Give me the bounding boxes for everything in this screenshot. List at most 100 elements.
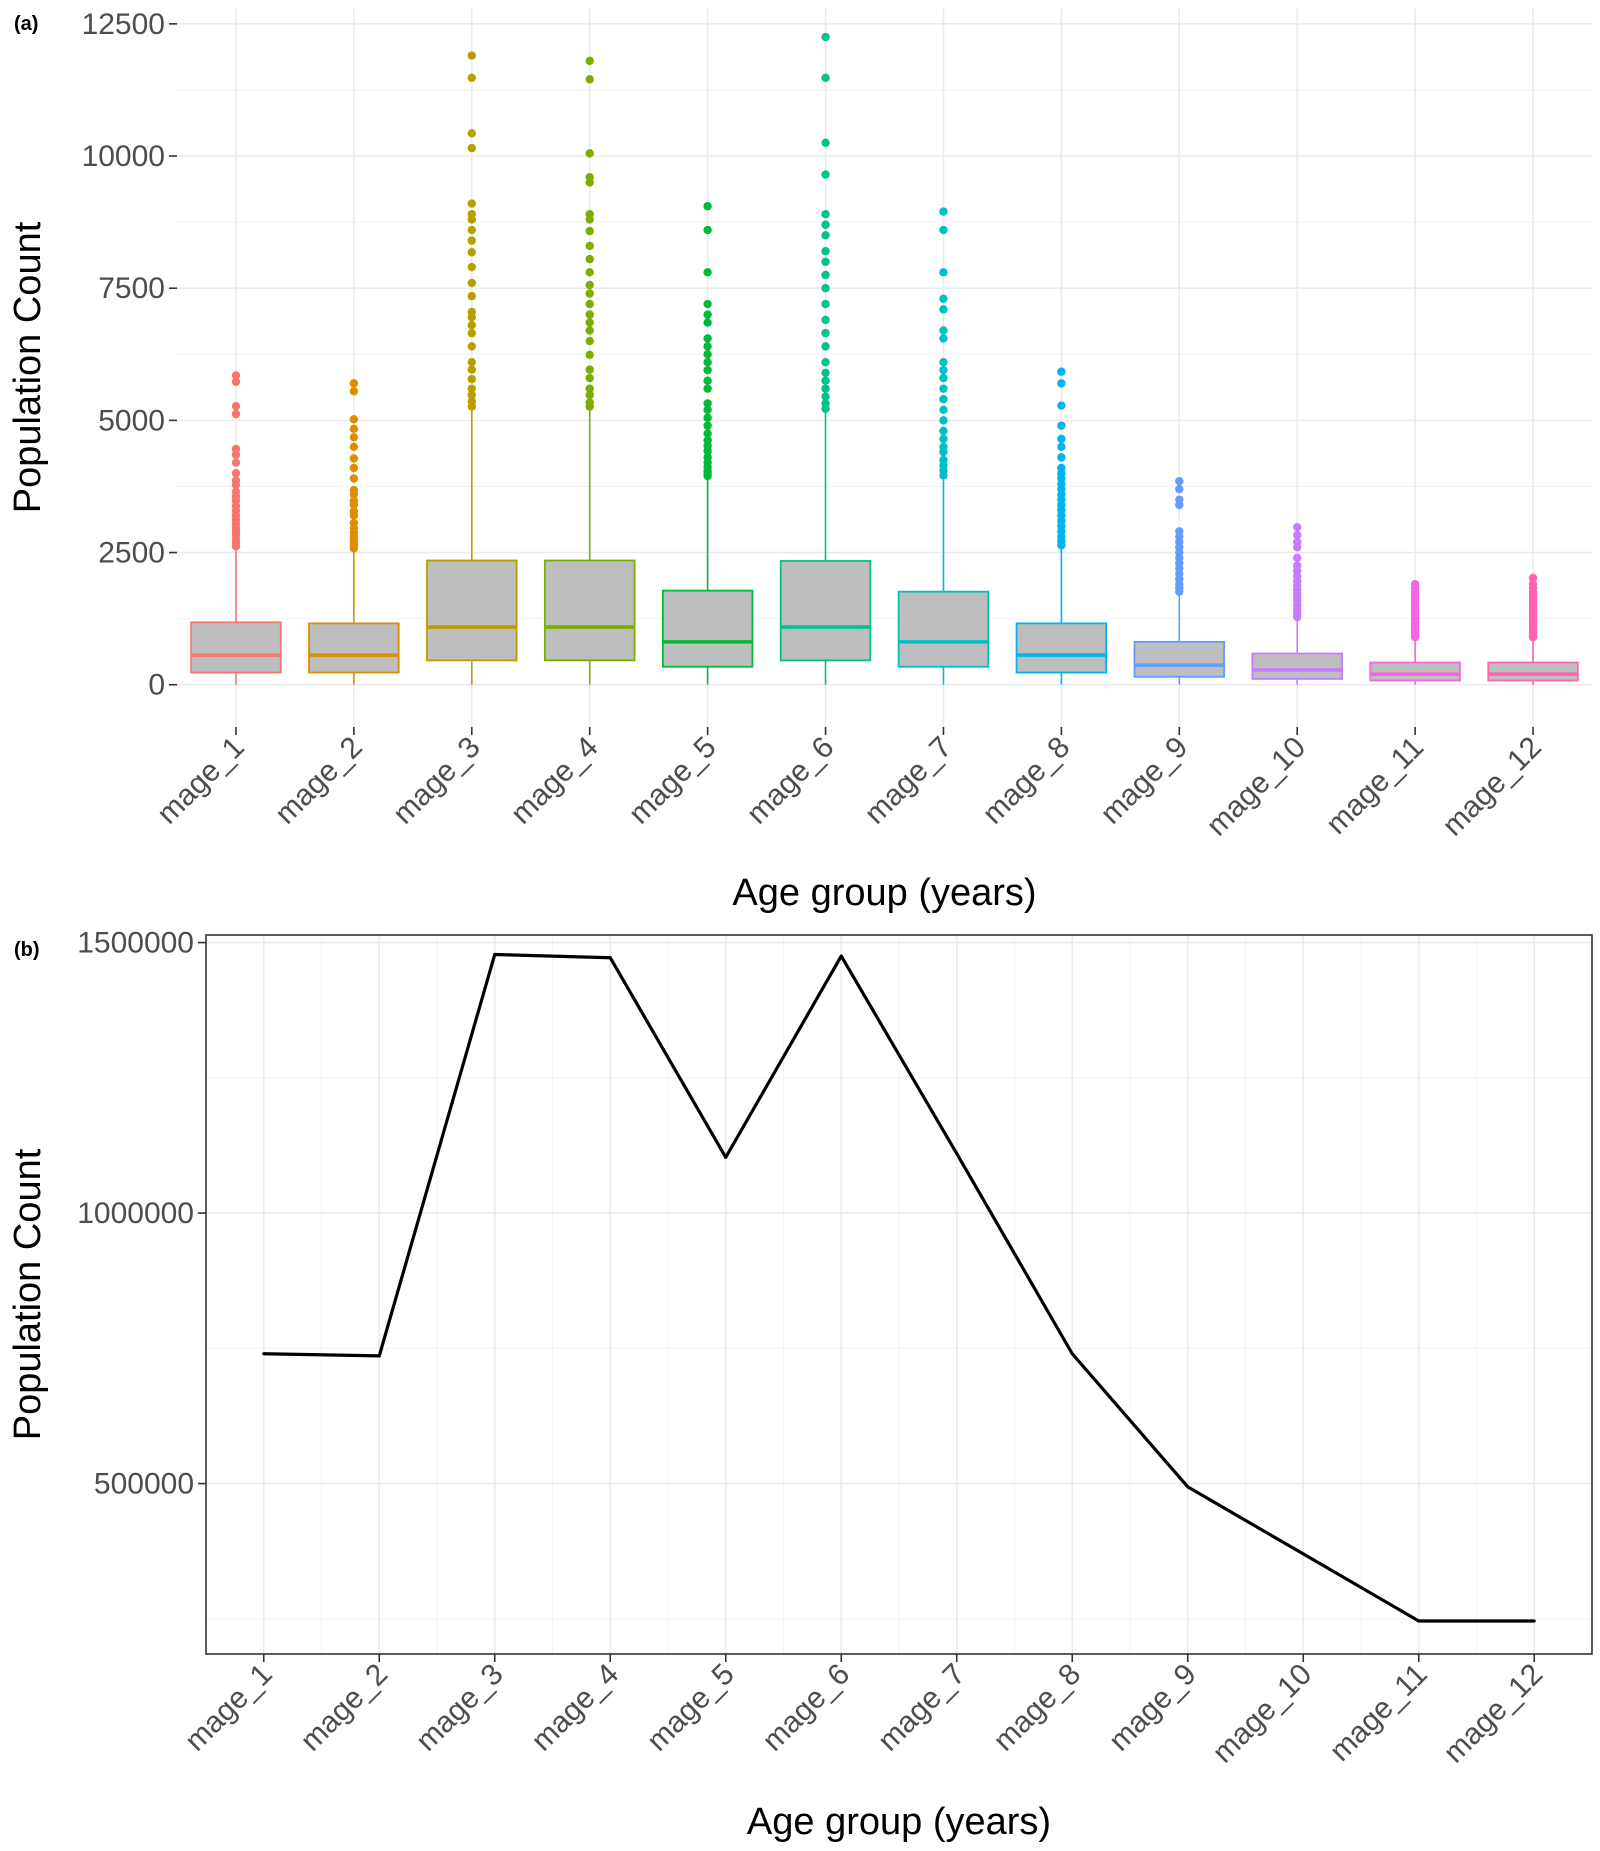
outlier-point [467, 384, 476, 393]
box-iqr [1015, 622, 1108, 674]
outlier-point [703, 376, 712, 385]
line-x-tick-label: mage_2 [294, 1658, 394, 1758]
boxplot-y-tick-label: 12500 [82, 8, 165, 41]
outlier-point [821, 257, 830, 266]
outlier-point [1175, 476, 1184, 486]
boxplot-x-axis-title: Age group (years) [732, 872, 1036, 914]
box-iqr [544, 559, 636, 662]
outlier-point [821, 342, 830, 351]
boxplot-x-tick-label: mage_11 [1320, 731, 1430, 841]
boxplot-x-tick-label: mage_7 [858, 731, 958, 831]
outlier-point [231, 371, 241, 380]
line-x-tick-label: mage_5 [641, 1658, 741, 1758]
boxplot-x-tick-label: mage_9 [1094, 731, 1194, 831]
outlier-point [467, 236, 476, 245]
outlier-point [585, 365, 594, 374]
box-mage_3 [426, 51, 518, 685]
outlier-point [585, 241, 594, 251]
boxplot-x-tick-label: mage_10 [1200, 731, 1312, 843]
line-data-point [1532, 1619, 1536, 1623]
outlier-point [703, 413, 712, 422]
outlier-point [467, 248, 476, 257]
boxplot-y-tick-label: 10000 [82, 140, 165, 173]
outlier-point [585, 336, 594, 346]
panel-b-tag: (b) [14, 939, 40, 961]
outlier-point [821, 283, 830, 293]
line-data-point [724, 1155, 728, 1159]
outlier-point [703, 310, 712, 319]
box-iqr [1369, 661, 1461, 682]
boxplot-boxes [190, 32, 1579, 685]
box-mage_7 [897, 207, 990, 685]
outlier-point [585, 373, 594, 383]
box-mage_1 [190, 371, 282, 685]
outlier-point [467, 262, 476, 272]
outlier-point [1057, 401, 1066, 410]
outlier-point [703, 365, 712, 375]
line-x-tick-label: mage_8 [987, 1658, 1087, 1758]
line-x-tick-label: mage_6 [756, 1658, 856, 1758]
outlier-point [349, 474, 359, 483]
line-y-tick-label: 1500000 [77, 927, 194, 960]
boxplot-x-tick-label: mage_1 [151, 731, 251, 831]
outlier-point [1293, 522, 1302, 532]
outlier-point [821, 209, 830, 219]
outlier-point [349, 415, 359, 424]
outlier-point [703, 268, 712, 277]
outlier-point [467, 307, 476, 317]
box-mage_5 [661, 202, 754, 685]
outlier-point [821, 170, 830, 179]
box-mage_9 [1133, 476, 1225, 685]
outlier-point [821, 315, 830, 325]
outlier-point [1057, 421, 1066, 430]
outlier-point [349, 387, 359, 396]
boxplot-x-tick-label: mage_5 [623, 731, 723, 831]
outlier-point [1293, 553, 1302, 563]
outlier-point [1293, 537, 1302, 547]
outlier-point [231, 487, 241, 496]
outlier-point [1528, 573, 1538, 583]
outlier-point [585, 318, 594, 327]
outlier-point [821, 368, 830, 377]
outlier-point [1057, 434, 1066, 444]
box-mage_10 [1251, 522, 1343, 685]
outlier-point [821, 231, 830, 240]
outlier-point [467, 321, 476, 330]
outlier-point [703, 436, 712, 445]
outlier-point [231, 409, 241, 419]
outlier-point [939, 294, 948, 303]
boxplot-x-tick-label: mage_4 [505, 731, 605, 831]
outlier-point [703, 299, 712, 309]
line-data-point [839, 954, 843, 958]
outlier-point [585, 172, 594, 182]
line-data-point [1417, 1619, 1421, 1623]
boxplot-x-tick-label: mage_12 [1436, 731, 1548, 843]
outlier-point [821, 138, 830, 148]
line-data-point [955, 1152, 959, 1156]
outlier-point [467, 365, 476, 374]
line-y-tick-label: 500000 [94, 1468, 194, 1501]
outlier-point [585, 209, 594, 219]
box-iqr [308, 622, 400, 674]
outlier-point [1410, 580, 1420, 589]
outlier-point [703, 202, 712, 211]
outlier-point [939, 405, 948, 414]
line-panel-border [205, 934, 1593, 1655]
outlier-point [349, 496, 359, 505]
outlier-point [939, 434, 948, 444]
outlier-point [349, 454, 359, 463]
box-iqr [661, 589, 754, 668]
outlier-point [467, 358, 476, 367]
outlier-point [821, 328, 830, 338]
outlier-point [703, 453, 712, 462]
outlier-point [467, 291, 476, 301]
outlier-point [821, 32, 830, 42]
outlier-point [349, 463, 359, 473]
box-iqr [1487, 661, 1579, 682]
outlier-point [467, 73, 476, 82]
outlier-point [703, 421, 712, 430]
line-x-tick-label: mage_3 [410, 1658, 510, 1758]
outlier-point [939, 268, 948, 277]
outlier-point [585, 384, 594, 393]
outlier-point [349, 433, 359, 442]
